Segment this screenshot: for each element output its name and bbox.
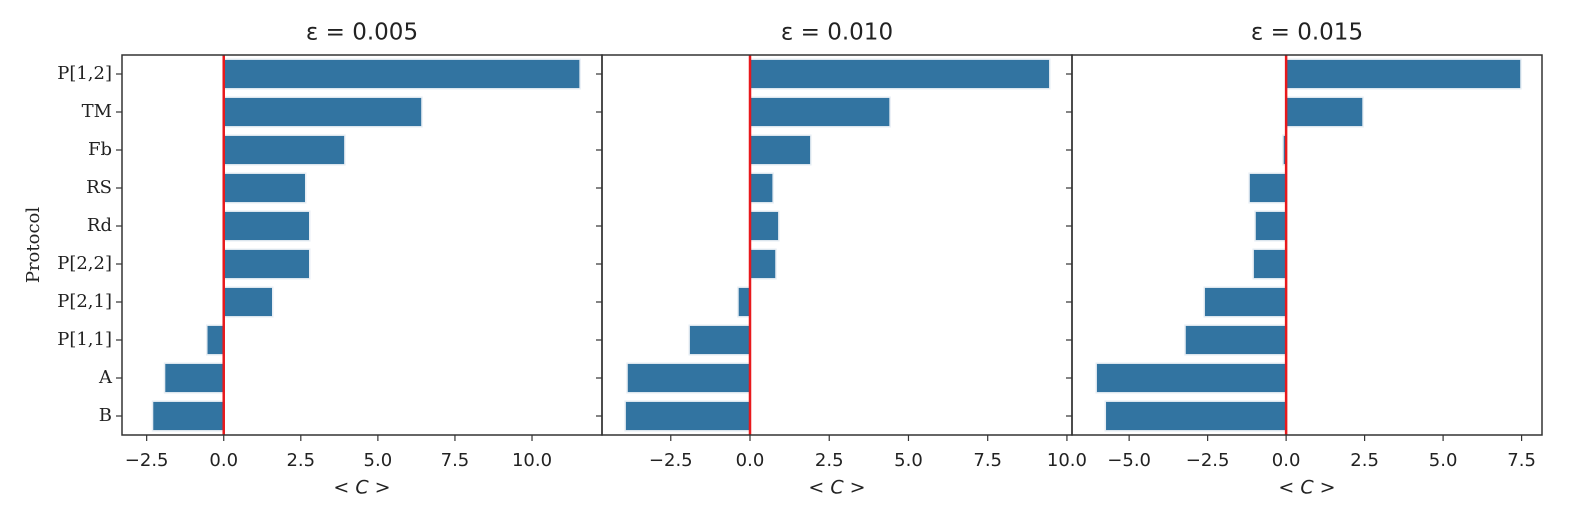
panel-title: ε = 0.010 <box>781 20 893 46</box>
axes-frame <box>1071 54 1543 436</box>
x-tick-label: 2.5 <box>1350 450 1379 471</box>
bar <box>1248 172 1287 204</box>
bar <box>1254 210 1287 242</box>
bar <box>151 400 225 432</box>
bar <box>749 210 780 242</box>
bar <box>1285 96 1364 128</box>
bar <box>749 172 774 204</box>
y-tick-label: TM <box>82 101 112 122</box>
bar <box>1252 248 1287 280</box>
x-tick-label: −2.5 <box>1186 450 1230 471</box>
x-tick-label: 7.5 <box>441 450 470 471</box>
bar <box>737 286 751 318</box>
y-tick-label: P[2,1] <box>57 291 112 312</box>
bar <box>206 324 225 356</box>
bar <box>222 248 311 280</box>
x-tick-label: 5.0 <box>364 450 393 471</box>
y-tick-label: A <box>98 367 113 388</box>
x-tick-label: 7.5 <box>973 450 1002 471</box>
x-axis-label: < C > <box>1278 477 1335 499</box>
bar <box>624 400 751 432</box>
x-axis-label: < C > <box>333 477 390 499</box>
bar <box>749 96 891 128</box>
bar <box>749 248 777 280</box>
bar <box>222 58 581 90</box>
bar <box>222 286 274 318</box>
panel-title: ε = 0.005 <box>306 20 418 46</box>
bar <box>1104 400 1287 432</box>
x-tick-label: 5.0 <box>894 450 923 471</box>
bar <box>222 134 346 166</box>
bar <box>1095 362 1287 394</box>
x-tick-label: 10.0 <box>1047 450 1087 471</box>
x-tick-label: −2.5 <box>125 450 169 471</box>
x-tick-label: 0.0 <box>736 450 765 471</box>
panel-title: ε = 0.015 <box>1251 20 1363 46</box>
y-tick-label: Rd <box>87 215 112 236</box>
y-tick-label: P[1,1] <box>57 329 112 350</box>
bar <box>222 96 423 128</box>
bar <box>688 324 751 356</box>
x-tick-label: 10.0 <box>512 450 552 471</box>
y-tick-label: B <box>99 405 112 426</box>
y-tick-label: P[2,2] <box>57 253 112 274</box>
x-tick-label: 0.0 <box>1272 450 1301 471</box>
x-tick-label: −5.0 <box>1107 450 1151 471</box>
bar <box>1285 58 1522 90</box>
bar <box>749 134 812 166</box>
x-tick-label: −2.5 <box>649 450 693 471</box>
x-tick-label: 2.5 <box>815 450 844 471</box>
x-tick-label: 5.0 <box>1429 450 1458 471</box>
y-tick-label: RS <box>86 177 112 198</box>
bar <box>163 362 225 394</box>
bar <box>222 172 307 204</box>
y-tick-label: P[1,2] <box>57 63 112 84</box>
bar <box>749 58 1051 90</box>
bar <box>1203 286 1287 318</box>
x-tick-label: 0.0 <box>209 450 238 471</box>
bar <box>626 362 751 394</box>
x-axis-label: < C > <box>808 477 865 499</box>
bar <box>222 210 311 242</box>
y-tick-label: Fb <box>88 139 112 160</box>
bar <box>1184 324 1287 356</box>
x-tick-label: 7.5 <box>1507 450 1536 471</box>
x-tick-label: 2.5 <box>286 450 315 471</box>
y-axis-label: Protocol <box>23 207 44 284</box>
